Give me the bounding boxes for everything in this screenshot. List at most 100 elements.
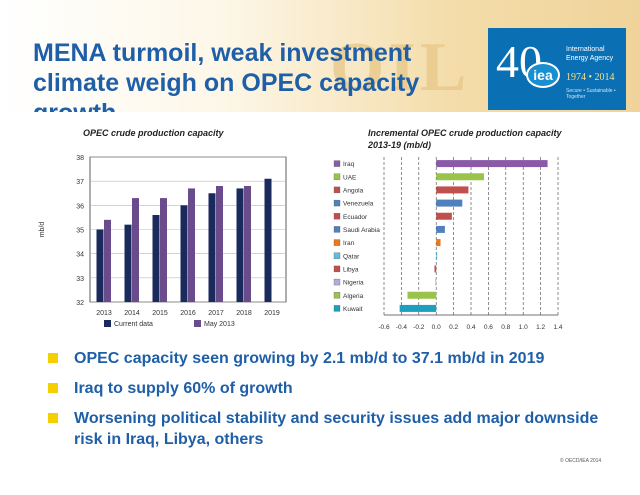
category-label: Algeria: [343, 293, 364, 300]
x-tick-label: 1.4: [553, 324, 562, 331]
category-label: Iraq: [343, 161, 355, 168]
bar-iran: [436, 239, 441, 247]
bullet-square-icon: [48, 383, 58, 393]
bullet-square-icon: [48, 353, 58, 363]
logo-tagline: Secure • Sustainable • Together: [566, 88, 616, 100]
y-tick-label: 32: [76, 300, 84, 307]
bar-may-2013: [160, 198, 167, 302]
y-axis-label: mb/d: [39, 222, 46, 238]
bullet-square-icon: [48, 413, 58, 423]
bar-iraq: [436, 160, 548, 168]
slide-title: MENA turmoil, weak investment climate we…: [33, 39, 420, 112]
category-label: UAE: [343, 174, 357, 181]
legend-label: Current data: [114, 321, 153, 328]
x-tick-label: -0.2: [413, 324, 425, 331]
x-tick-label: 2019: [264, 310, 280, 317]
right-chart-title: Incremental OPEC crude production capaci…: [368, 128, 562, 150]
x-tick-label: 2014: [124, 310, 140, 317]
bullet-text: Iraq to supply 60% of growth: [74, 380, 293, 397]
category-label: Iran: [343, 240, 355, 247]
x-tick-label: -0.4: [396, 324, 408, 331]
bar-venezuela: [436, 199, 463, 207]
legend-swatch: [333, 265, 341, 273]
legend-swatch: [333, 186, 341, 194]
logo-line-1: International: [566, 46, 605, 53]
bar-may-2013: [188, 188, 195, 302]
y-tick-label: 33: [76, 276, 84, 283]
category-label: Venezuela: [343, 201, 374, 208]
slide-header: OIL MENA turmoil, weak investment climat…: [0, 0, 640, 112]
legend-swatch: [333, 160, 341, 167]
bar-current-data: [236, 188, 244, 302]
legend-swatch: [333, 278, 341, 286]
legend-swatch: [333, 252, 341, 259]
bullet-item: OPEC capacity seen growing by 2.1 mb/d t…: [48, 348, 628, 369]
bar-may-2013: [104, 219, 111, 302]
bullet-item: Worsening political stability and securi…: [48, 408, 628, 450]
x-tick-label: 0.6: [484, 324, 493, 331]
iea-logo: 40 iea International Energy Agency 1974 …: [488, 28, 626, 110]
bar-qatar: [436, 252, 438, 260]
x-tick-label: 2013: [96, 310, 112, 317]
bar-nigeria: [435, 278, 437, 286]
bar-may-2013: [216, 186, 223, 302]
bullet-list: OPEC capacity seen growing by 2.1 mb/d t…: [48, 348, 628, 459]
category-label: Kuwait: [343, 306, 363, 313]
bar-libya: [434, 265, 437, 273]
y-tick-label: 34: [76, 252, 84, 259]
bar-kuwait: [399, 304, 437, 312]
y-tick-label: 35: [76, 228, 84, 235]
x-tick-label: 0.4: [466, 324, 475, 331]
legend-swatch: [104, 320, 111, 327]
bar-may-2013: [132, 198, 139, 302]
category-label: Ecuador: [343, 214, 368, 221]
incremental-capacity-chart: -0.6 -0.4 -0.2 0.0 0.2 0.4 0.6 0.8 1.0 1.2 1.4 Iraq…: [333, 157, 563, 331]
x-tick-label: 2017: [208, 310, 224, 317]
bar-current-data: [124, 224, 132, 302]
legend-swatch: [333, 305, 341, 312]
bullet-text: Worsening political stability and securi…: [74, 410, 599, 448]
x-tick-label: 1.0: [519, 324, 528, 331]
y-tick-label: 36: [76, 203, 84, 210]
y-tick-label: 38: [76, 155, 84, 162]
bar-current-data: [208, 193, 216, 302]
logo-circle-icon: iea: [526, 62, 560, 88]
left-chart-title: OPEC crude production capacity: [83, 128, 224, 138]
legend-swatch: [333, 173, 341, 180]
background-word: OIL: [330, 29, 471, 106]
logo-line-2: Energy Agency: [566, 55, 614, 62]
x-tick-label: -0.6: [378, 324, 390, 331]
bullet-item: Iraq to supply 60% of growth: [48, 378, 628, 399]
bar-current-data: [264, 178, 272, 302]
legend-label: May 2013: [204, 321, 235, 328]
legend-swatch: [333, 226, 341, 233]
x-tick-label: 1.2: [536, 324, 545, 331]
bar-algeria: [407, 291, 437, 299]
x-tick-label: 2015: [152, 310, 168, 317]
category-label: Libya: [343, 266, 359, 273]
logo-years: 1974 • 2014: [566, 72, 615, 83]
legend-swatch: [333, 199, 341, 207]
x-tick-label: 2016: [180, 310, 196, 317]
x-tick-label: 0.2: [449, 324, 458, 331]
category-label: Qatar: [343, 253, 360, 260]
x-tick-label: 2018: [236, 310, 252, 317]
legend-swatch: [333, 213, 341, 220]
capacity-bar-chart: 32 33 34 35 36 37 38 mb/d 2013 2014 2015 2016 2017 20…: [39, 155, 287, 328]
bar-angola: [436, 186, 469, 194]
bar-may-2013: [244, 186, 251, 302]
legend-swatch: [333, 239, 341, 246]
legend-swatch: [333, 292, 341, 299]
y-tick-label: 37: [76, 179, 84, 186]
bar-current-data: [96, 229, 104, 302]
category-label: Angola: [343, 187, 364, 194]
bullet-text: OPEC capacity seen growing by 2.1 mb/d t…: [74, 350, 545, 367]
bar-uae: [436, 173, 485, 181]
bar-ecuador: [436, 212, 452, 220]
bar-current-data: [180, 205, 188, 302]
x-tick-label: 0.8: [501, 324, 510, 331]
legend-swatch: [194, 320, 201, 327]
copyright: © OECD/IEA 2014: [560, 458, 602, 464]
category-label: Saudi Arabia: [343, 227, 380, 234]
bar-saudi-arabia: [436, 225, 445, 233]
